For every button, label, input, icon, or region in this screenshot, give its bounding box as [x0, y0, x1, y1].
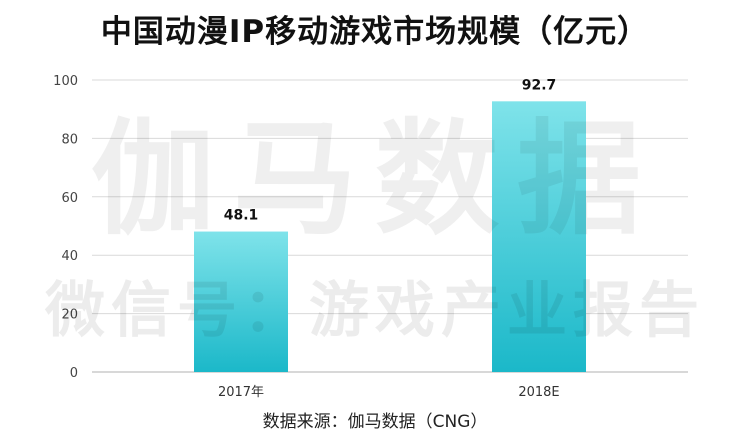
- x-tick-label: 2018E: [518, 385, 559, 400]
- y-tick-label: 0: [70, 366, 78, 381]
- y-tick-label: 20: [61, 308, 78, 323]
- source-note: 数据来源：伽马数据（CNG）: [262, 412, 488, 432]
- chart-title: 中国动漫IP移动游戏市场规模（亿元）: [100, 14, 650, 50]
- y-tick-label: 60: [61, 191, 78, 206]
- y-tick-label: 40: [61, 249, 78, 264]
- data-label: 92.7: [522, 77, 557, 93]
- y-tick-label: 100: [53, 74, 78, 89]
- data-label: 48.1: [224, 208, 259, 224]
- x-tick-label: 2017年: [218, 385, 264, 400]
- bar: [194, 231, 288, 372]
- y-tick-label: 80: [61, 132, 78, 147]
- bar: [492, 101, 586, 372]
